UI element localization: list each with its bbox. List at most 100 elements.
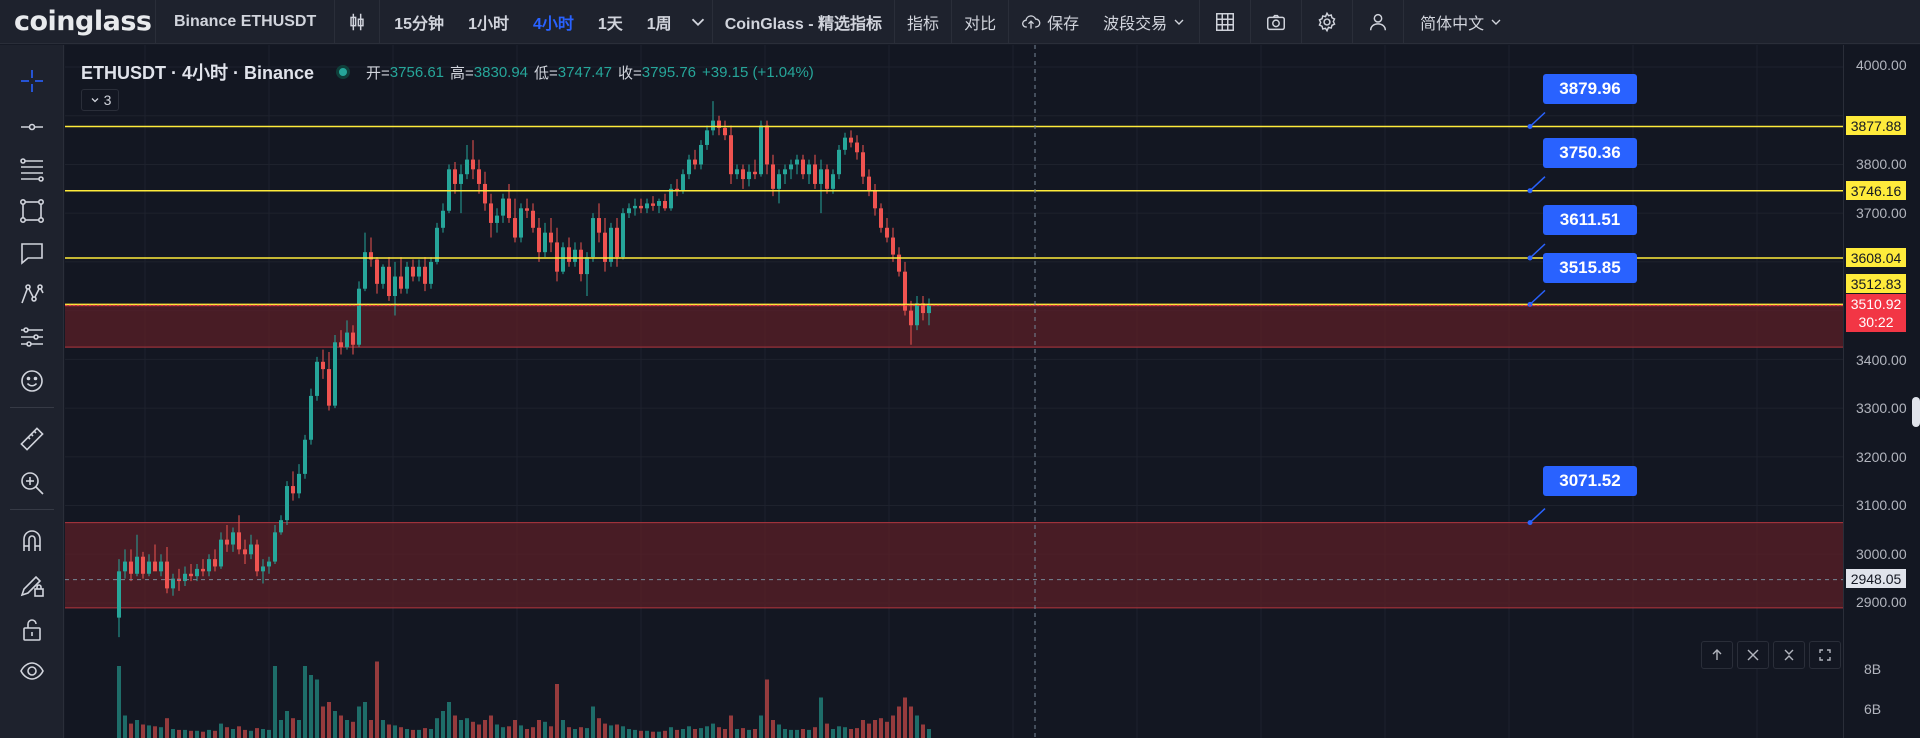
volume-bar	[309, 675, 313, 738]
crosshair-tool[interactable]	[12, 63, 52, 99]
candle-body	[501, 198, 505, 216]
chart-type-button[interactable]	[335, 0, 379, 44]
volume-bar	[147, 725, 151, 738]
measure-tool[interactable]	[12, 421, 52, 457]
volume-bar	[129, 723, 133, 738]
last-price-tag: 3510.92 30:22	[1846, 294, 1906, 332]
pane-collapse-button[interactable]	[1773, 641, 1805, 669]
interval-1d[interactable]: 1天	[597, 15, 623, 33]
volume-bar	[255, 728, 259, 738]
price-scale[interactable]: 4000.00 3800.00 3700.00 3400.00 3300.00 …	[1843, 45, 1920, 738]
fib-tool[interactable]	[12, 151, 52, 187]
candle-body	[669, 188, 673, 209]
stay-in-drawing-mode[interactable]	[12, 567, 52, 603]
candle-body	[735, 169, 739, 175]
hide-drawings[interactable]	[12, 653, 52, 689]
low-value: 3747.47	[557, 63, 613, 81]
volume-bar	[477, 724, 481, 738]
indicators-button[interactable]: 指标	[907, 15, 940, 33]
annotation-tool[interactable]	[12, 235, 52, 271]
zoom-tool[interactable]	[12, 465, 52, 501]
candle-body	[207, 559, 211, 572]
symbol-search-button[interactable]: Binance ETHUSDT	[174, 12, 317, 30]
candle-body	[663, 201, 667, 209]
interval-dropdown[interactable]	[684, 0, 712, 44]
save-button[interactable]: 保存	[1009, 0, 1091, 44]
price-label-callout[interactable]: 3750.36	[1543, 138, 1637, 168]
volume-bars	[117, 661, 931, 738]
volume-bar	[813, 727, 817, 738]
candle-body	[645, 203, 649, 209]
volume-bar	[417, 729, 421, 738]
candle-body	[897, 254, 901, 272]
volume-bar	[711, 723, 715, 738]
projection-tool[interactable]	[12, 319, 52, 355]
volume-bar	[549, 726, 553, 738]
interval-15m[interactable]: 15分钟	[394, 15, 445, 33]
callout-pointer	[1529, 176, 1546, 192]
price-label-callout[interactable]: 3879.96	[1543, 74, 1637, 104]
chevron-down-icon	[1174, 19, 1184, 25]
candle-body	[777, 174, 781, 189]
volume-bar	[819, 697, 823, 738]
candle-body	[573, 249, 577, 262]
legend-title[interactable]: ETHUSDT · 4小时 · Binance	[81, 63, 315, 83]
interval-1w[interactable]: 1周	[646, 15, 672, 33]
settings-button[interactable]	[1302, 0, 1352, 44]
candle-body	[495, 215, 499, 223]
interval-4h[interactable]: 4小时	[532, 15, 574, 33]
candle-body	[621, 213, 625, 258]
account-button[interactable]	[1353, 0, 1403, 44]
bar-countdown: 30:22	[1858, 314, 1894, 330]
callout-pointer	[1529, 243, 1546, 259]
candle-body	[747, 171, 751, 180]
icon-tool[interactable]	[12, 363, 52, 399]
volume-bar	[315, 679, 319, 738]
cloud-upload-icon	[1022, 14, 1041, 29]
language-dropdown[interactable]: 简体中文	[1404, 0, 1516, 44]
candle-body	[681, 174, 685, 192]
candlestick-chart[interactable]	[65, 45, 1843, 738]
coinglass-indicators-button[interactable]: CoinGlass - 精选指标	[724, 15, 883, 33]
volume-bar	[693, 729, 697, 738]
volume-bar	[699, 728, 703, 738]
pane-close-button[interactable]	[1737, 641, 1769, 669]
candle-body	[405, 266, 409, 289]
price-label-callout[interactable]: 3071.52	[1543, 466, 1637, 496]
interval-1h[interactable]: 1小时	[468, 15, 509, 33]
pane-maximize-button[interactable]	[1809, 641, 1841, 669]
shape-tool[interactable]	[12, 193, 52, 229]
volume-bar	[645, 730, 649, 738]
volume-bar	[849, 729, 853, 738]
candle-body	[591, 218, 595, 258]
price-label-callout[interactable]: 3611.51	[1543, 205, 1637, 235]
volume-bar	[753, 729, 757, 738]
pattern-tool[interactable]	[12, 277, 52, 313]
screenshot-button[interactable]	[1251, 0, 1301, 44]
lock-drawings[interactable]	[12, 611, 52, 647]
magnet-mode[interactable]	[12, 523, 52, 559]
volume-tick: 8B	[1864, 661, 1882, 677]
candle-body	[567, 247, 571, 262]
volume-bar	[441, 711, 445, 738]
volume-bar	[831, 729, 835, 738]
volume-bar	[561, 720, 565, 738]
layout-button[interactable]	[1200, 0, 1250, 44]
coinglass-logo[interactable]: coinglass	[14, 6, 152, 37]
volume-bar	[609, 725, 613, 738]
horizontal-line-icon	[21, 123, 43, 131]
volume-bar	[171, 729, 175, 738]
volume-bar	[537, 720, 541, 738]
volume-bar	[597, 718, 601, 738]
volume-bar	[225, 727, 229, 738]
strategy-dropdown[interactable]: 波段交易	[1091, 0, 1199, 44]
indicators-toggle[interactable]: 3	[81, 89, 119, 111]
price-label-callout[interactable]: 3515.85	[1543, 253, 1637, 283]
price-scale-handle[interactable]	[1912, 397, 1920, 427]
volume-bar	[483, 720, 487, 738]
chart-canvas[interactable]: ETHUSDT · 4小时 · Binance 开= 3756.61 高= 3830…	[65, 45, 1843, 738]
trend-line-tool[interactable]	[12, 109, 52, 145]
pane-move-up-button[interactable]	[1701, 641, 1733, 669]
volume-bar	[675, 729, 679, 738]
compare-button[interactable]: 对比	[964, 15, 997, 33]
